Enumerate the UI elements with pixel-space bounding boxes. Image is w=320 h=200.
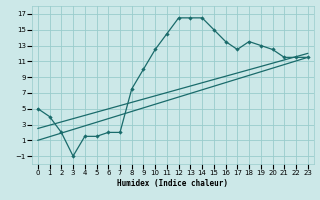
X-axis label: Humidex (Indice chaleur): Humidex (Indice chaleur) xyxy=(117,179,228,188)
